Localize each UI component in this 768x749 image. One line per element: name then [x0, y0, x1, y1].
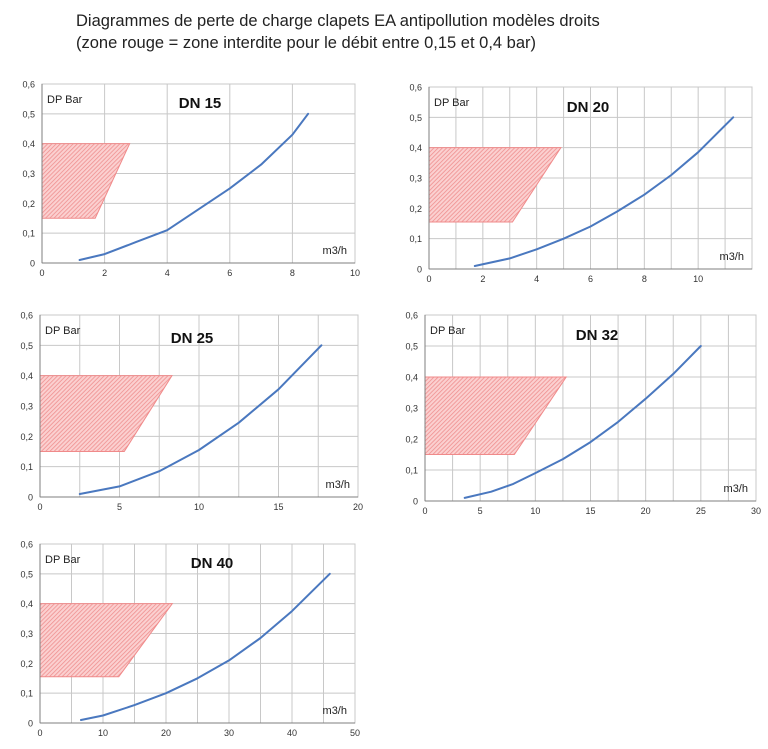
y-tick-label: 0,2	[20, 432, 33, 442]
y-tick-label: 0,2	[22, 199, 35, 209]
x-tick-label: 8	[290, 268, 295, 278]
x-tick-label: 10	[693, 274, 703, 284]
y-axis-label: DP Bar	[47, 94, 83, 106]
y-tick-label: 0,6	[20, 311, 33, 321]
x-tick-label: 20	[353, 502, 363, 512]
x-tick-label: 40	[287, 728, 297, 738]
x-tick-label: 10	[530, 506, 540, 516]
chart-5: 0 0,1 0,2 0,3 0,4 0,5 0,6 0 10 20 30 40 50 DP Bar m3/h…	[20, 540, 360, 739]
y-tick-label: 0,3	[20, 402, 33, 412]
y-tick-label: 0,6	[20, 540, 33, 550]
chart-1: 0 0,1 0,2 0,3 0,4 0,5 0,6 0 2 4 6 8 10 DP Bar m3/h DN 1…	[22, 80, 360, 279]
y-tick-label: 0,2	[405, 435, 418, 445]
y-tick-label: 0,6	[22, 80, 35, 90]
x-tick-label: 20	[641, 506, 651, 516]
y-tick-label: 0,1	[20, 689, 33, 699]
x-tick-label: 0	[426, 274, 431, 284]
x-tick-label: 50	[350, 728, 360, 738]
y-tick-label: 0,5	[405, 342, 418, 352]
x-tick-label: 5	[478, 506, 483, 516]
y-axis-label: DP Bar	[45, 554, 81, 566]
y-tick-label: 0,4	[405, 373, 418, 383]
chart-title: DN 25	[171, 330, 214, 347]
x-tick-label: 6	[227, 268, 232, 278]
y-tick-label: 0	[30, 259, 35, 269]
chart-title: DN 20	[567, 99, 610, 116]
y-tick-label: 0,5	[20, 341, 33, 351]
page-title: Diagrammes de perte de charge clapets EA…	[76, 10, 600, 54]
chart-title: DN 40	[191, 555, 234, 572]
y-tick-label: 0	[417, 265, 422, 275]
y-tick-label: 0,4	[22, 139, 35, 149]
x-tick-label: 4	[534, 274, 539, 284]
x-tick-label: 8	[642, 274, 647, 284]
x-axis-label: m3/h	[326, 479, 350, 491]
x-axis-label: m3/h	[720, 251, 744, 263]
x-tick-label: 10	[350, 268, 360, 278]
x-axis-label: m3/h	[724, 483, 748, 495]
y-tick-label: 0,5	[22, 109, 35, 119]
x-axis-label: m3/h	[323, 705, 347, 717]
chart-4: 0 0,1 0,2 0,3 0,4 0,5 0,6 0 5 10 15 20 25 30 DP Bar m3/…	[405, 311, 761, 517]
title-line-2: (zone rouge = zone interdite pour le déb…	[76, 34, 537, 52]
y-tick-label: 0,5	[409, 113, 422, 123]
y-axis-label: DP Bar	[434, 97, 470, 109]
pressure-loss-curve	[463, 345, 702, 499]
pressure-loss-curve	[78, 344, 323, 495]
x-tick-label: 20	[161, 728, 171, 738]
x-tick-label: 0	[37, 728, 42, 738]
pressure-loss-curve	[78, 112, 310, 261]
x-tick-label: 0	[37, 502, 42, 512]
x-tick-label: 0	[39, 268, 44, 278]
y-tick-label: 0,4	[409, 143, 422, 153]
y-tick-label: 0	[28, 493, 33, 503]
chart-3: 0 0,1 0,2 0,3 0,4 0,5 0,6 0 5 10 15 20 DP Bar m3/h DN …	[20, 311, 363, 513]
x-tick-label: 2	[480, 274, 485, 284]
x-tick-label: 15	[585, 506, 595, 516]
x-tick-label: 10	[194, 502, 204, 512]
x-tick-label: 6	[588, 274, 593, 284]
title-line-1: Diagrammes de perte de charge clapets EA…	[76, 12, 600, 30]
y-tick-label: 0,6	[409, 83, 422, 93]
y-tick-label: 0,1	[405, 466, 418, 476]
x-tick-label: 4	[165, 268, 170, 278]
y-tick-label: 0,5	[20, 569, 33, 579]
x-tick-label: 5	[117, 502, 122, 512]
y-tick-label: 0,2	[20, 659, 33, 669]
x-tick-label: 10	[98, 728, 108, 738]
pressure-loss-curve	[80, 572, 331, 721]
y-tick-label: 0	[28, 719, 33, 729]
x-tick-label: 25	[696, 506, 706, 516]
y-tick-label: 0,4	[20, 599, 33, 609]
y-axis-label: DP Bar	[430, 325, 466, 337]
y-tick-label: 0,1	[20, 462, 33, 472]
y-tick-label: 0	[413, 497, 418, 507]
chart-2: 0 0,1 0,2 0,3 0,4 0,5 0,6 0 2 4 6 8 10 DP Bar m3/h DN 2…	[409, 83, 753, 284]
chart-title: DN 32	[576, 327, 619, 344]
y-tick-label: 0,6	[405, 311, 418, 321]
x-axis-label: m3/h	[323, 245, 347, 257]
x-tick-label: 0	[422, 506, 427, 516]
y-tick-label: 0,3	[22, 169, 35, 179]
x-tick-label: 30	[224, 728, 234, 738]
x-tick-label: 2	[102, 268, 107, 278]
y-tick-label: 0,1	[409, 234, 422, 244]
y-tick-label: 0,3	[405, 404, 418, 414]
x-tick-label: 15	[273, 502, 283, 512]
y-tick-label: 0,2	[409, 204, 422, 214]
pressure-loss-curve	[473, 116, 735, 267]
y-tick-label: 0,3	[409, 174, 422, 184]
y-tick-label: 0,1	[22, 229, 35, 239]
x-tick-label: 30	[751, 506, 761, 516]
y-axis-label: DP Bar	[45, 325, 81, 337]
chart-title: DN 15	[179, 95, 222, 112]
y-tick-label: 0,3	[20, 629, 33, 639]
y-tick-label: 0,4	[20, 371, 33, 381]
